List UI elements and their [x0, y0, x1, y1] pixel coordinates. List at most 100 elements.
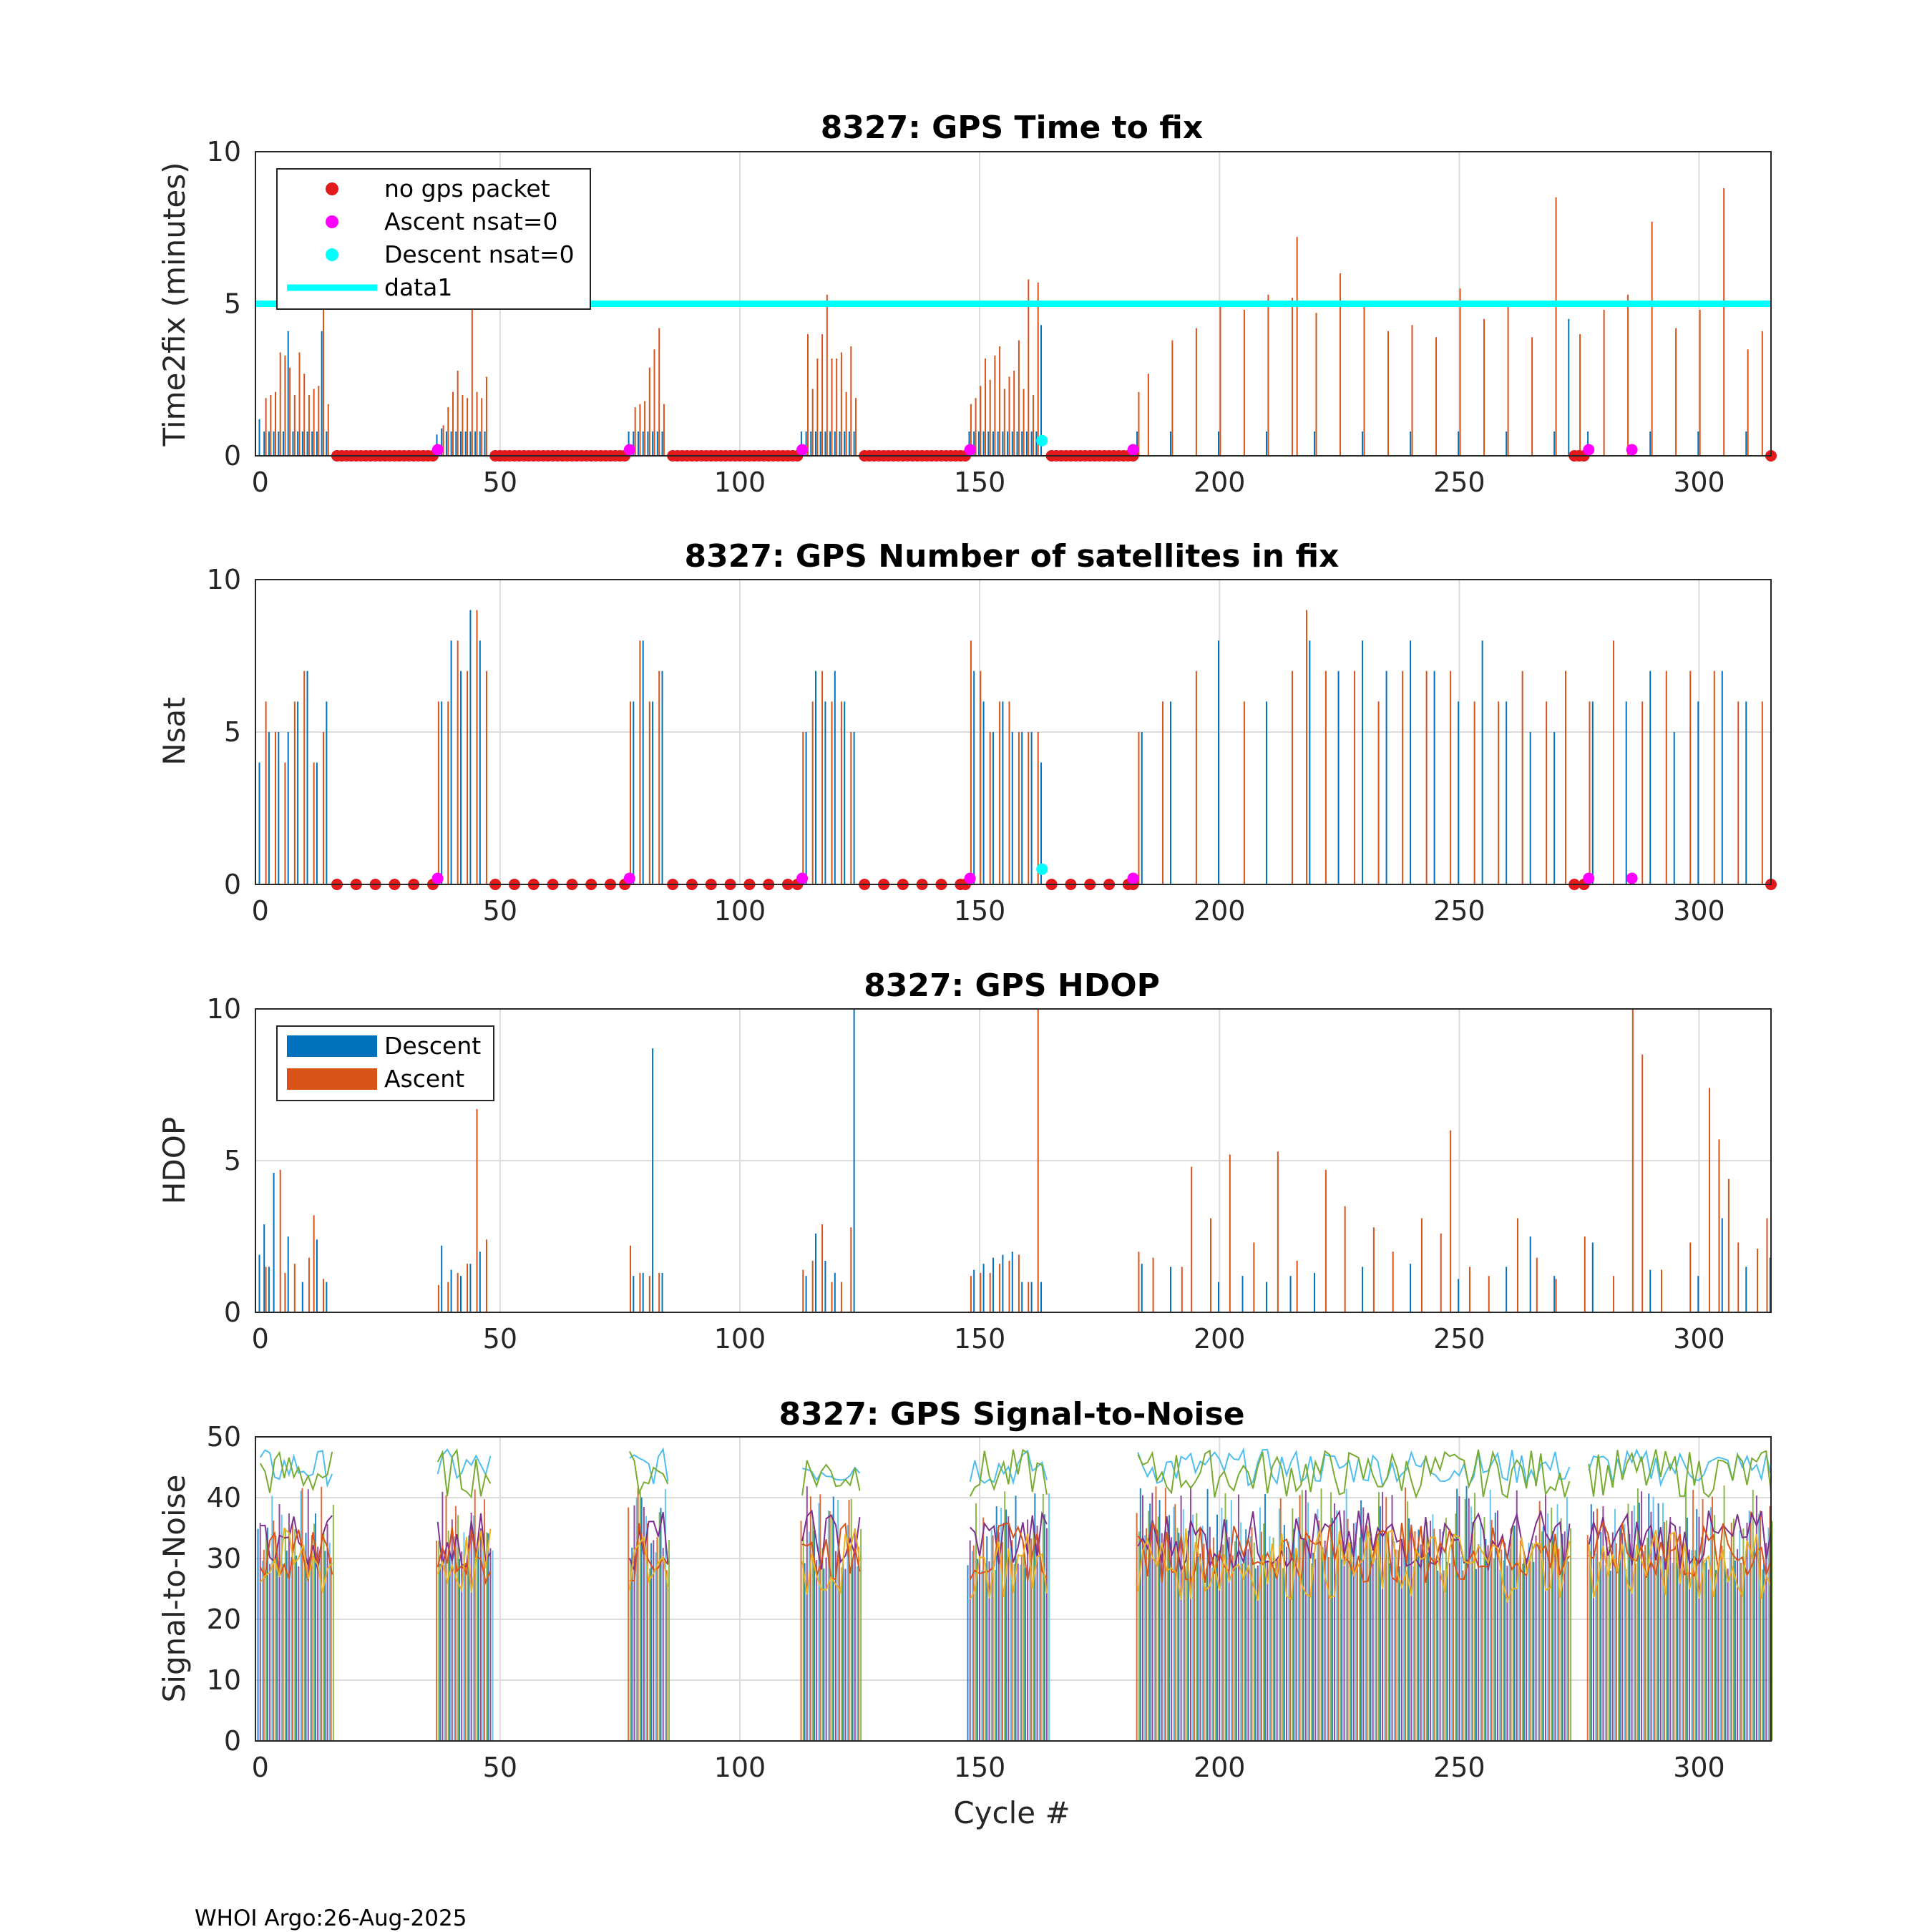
y-tick-label: 10	[207, 564, 241, 595]
snr-series-line-s2	[1588, 1449, 1772, 1498]
snr-series-line-s2	[628, 1450, 669, 1496]
y-tick-label: 10	[207, 993, 241, 1025]
x-tick-label: 200	[1194, 467, 1246, 498]
snr-series-line-s1	[1137, 1447, 1571, 1488]
y-axis-label: HDOP	[157, 1117, 192, 1204]
snr-series-line-s1	[969, 1449, 1048, 1485]
legend-descent-label: Descent	[384, 1032, 481, 1060]
x-tick-label: 150	[954, 1323, 1006, 1355]
legend-data1-label: data1	[384, 273, 452, 301]
x-tick-label: 150	[954, 1752, 1006, 1783]
snr-series-line-s1	[259, 1449, 333, 1488]
y-tick-label: 5	[224, 288, 241, 320]
x-tick-label: 150	[954, 467, 1006, 498]
legend-ascent-label: Ascent	[384, 1065, 464, 1093]
snr-series-line-s4	[969, 1521, 1048, 1581]
x-tick-label: 250	[1433, 895, 1485, 927]
y-tick-label: 40	[207, 1482, 241, 1513]
ascent-nsat-0-marker	[1626, 872, 1638, 884]
x-tick-label: 100	[714, 1323, 766, 1355]
panel-title: 8327: GPS Signal-to-Noise	[779, 1396, 1244, 1433]
x-tick-label: 50	[483, 895, 517, 927]
snr-series-line-s4	[259, 1529, 333, 1582]
y-axis-label: Time2fix (minutes)	[157, 162, 192, 447]
legend-descent-nsat-0-marker	[326, 248, 338, 261]
y-tick-label: 0	[224, 1297, 241, 1328]
x-tick-label: 100	[714, 467, 766, 498]
x-tick-label: 200	[1194, 1323, 1246, 1355]
ascent-nsat-0-marker	[1583, 444, 1595, 456]
ascent-nsat-0-marker	[964, 444, 976, 456]
y-tick-label: 0	[224, 1725, 241, 1757]
panel-time-to-fix: 8327: GPS Time to fix Time2fix (minutes)…	[157, 109, 1777, 498]
x-axis-label: Cycle #	[953, 1795, 1070, 1830]
x-tick-label: 250	[1433, 1323, 1485, 1355]
x-tick-label: 200	[1194, 1752, 1246, 1783]
x-tick-label: 300	[1673, 1323, 1725, 1355]
x-tick-label: 300	[1673, 467, 1725, 498]
snr-series-line-s3	[1588, 1510, 1772, 1570]
snr-series-line-s2	[436, 1448, 492, 1499]
y-tick-label: 5	[224, 716, 241, 748]
x-tick-label: 100	[714, 895, 766, 927]
snr-series-line-s5	[628, 1536, 669, 1590]
snr-series-line-s2	[801, 1460, 861, 1496]
x-tick-label: 50	[483, 1752, 517, 1783]
panel-snr: 8327: GPS Signal-to-Noise Signal-to-Nois…	[157, 1396, 1773, 1830]
snr-series-line-s5	[259, 1527, 333, 1593]
axes-box	[255, 151, 1772, 457]
ascent-nsat-0-marker	[796, 872, 809, 884]
axes-box	[255, 579, 1772, 885]
axes-box	[255, 1008, 1772, 1313]
ascent-nsat-0-marker	[1626, 444, 1638, 456]
snr-series-line-s5	[436, 1528, 492, 1593]
snr-series-line-s2	[969, 1448, 1048, 1497]
x-tick-label: 300	[1673, 895, 1725, 927]
y-tick-label: 10	[207, 1664, 241, 1696]
legend-ascent-nsat-0-label: Ascent nsat=0	[384, 208, 557, 235]
panel-title: 8327: GPS Number of satellites in fix	[685, 538, 1340, 575]
snr-series-line-s2	[259, 1450, 333, 1493]
legend-descent-nsat-0-label: Descent nsat=0	[384, 240, 575, 268]
snr-series-line-s1	[629, 1447, 669, 1485]
snr-series-line-s2	[1137, 1449, 1571, 1499]
x-tick-label: 250	[1433, 467, 1485, 498]
x-tick-label: 0	[252, 1752, 269, 1783]
x-tick-label: 50	[483, 1323, 517, 1355]
ascent-nsat-0-marker	[431, 872, 444, 884]
snr-series-line-s5	[1137, 1528, 1571, 1604]
x-tick-label: 0	[252, 467, 269, 498]
snr-series-line-s4	[629, 1523, 669, 1582]
x-tick-label: 250	[1433, 1752, 1485, 1783]
ascent-nsat-0-marker	[1127, 444, 1139, 456]
ascent-nsat-0-marker	[1583, 872, 1595, 884]
ascent-nsat-0-marker	[431, 444, 444, 456]
footer-credit: WHOI Argo:26-Aug-2025	[195, 1906, 467, 1931]
x-tick-label: 300	[1673, 1752, 1725, 1783]
ascent-nsat-0-marker	[623, 444, 635, 456]
legend-no-gps-packet-label: no gps packet	[384, 175, 550, 203]
y-tick-label: 0	[224, 869, 241, 900]
x-tick-label: 0	[252, 1323, 269, 1355]
legend-ascent-nsat-0-marker	[326, 215, 338, 228]
x-tick-label: 50	[483, 467, 517, 498]
panel-title: 8327: GPS HDOP	[864, 967, 1160, 1004]
y-tick-label: 0	[224, 440, 241, 472]
descent-nsat-0-marker	[1036, 863, 1048, 875]
panel-nsat: 8327: GPS Number of satellites in fix Ns…	[157, 538, 1777, 927]
snr-series-line-s1	[436, 1448, 492, 1480]
ascent-nsat-0-marker	[796, 444, 809, 456]
ascent-nsat-0-marker	[1127, 872, 1139, 884]
x-tick-label: 100	[714, 1752, 766, 1783]
snr-series-line-s5	[1588, 1530, 1772, 1599]
x-tick-label: 200	[1194, 895, 1246, 927]
panel-title: 8327: GPS Time to fix	[821, 109, 1203, 146]
x-tick-label: 150	[954, 895, 1006, 927]
snr-series-line-s5	[801, 1528, 861, 1595]
descent-nsat-0-marker	[1036, 434, 1048, 447]
y-tick-label: 30	[207, 1543, 241, 1574]
ascent-nsat-0-marker	[623, 872, 635, 884]
y-tick-label: 5	[224, 1145, 241, 1176]
y-tick-label: 10	[207, 136, 241, 167]
